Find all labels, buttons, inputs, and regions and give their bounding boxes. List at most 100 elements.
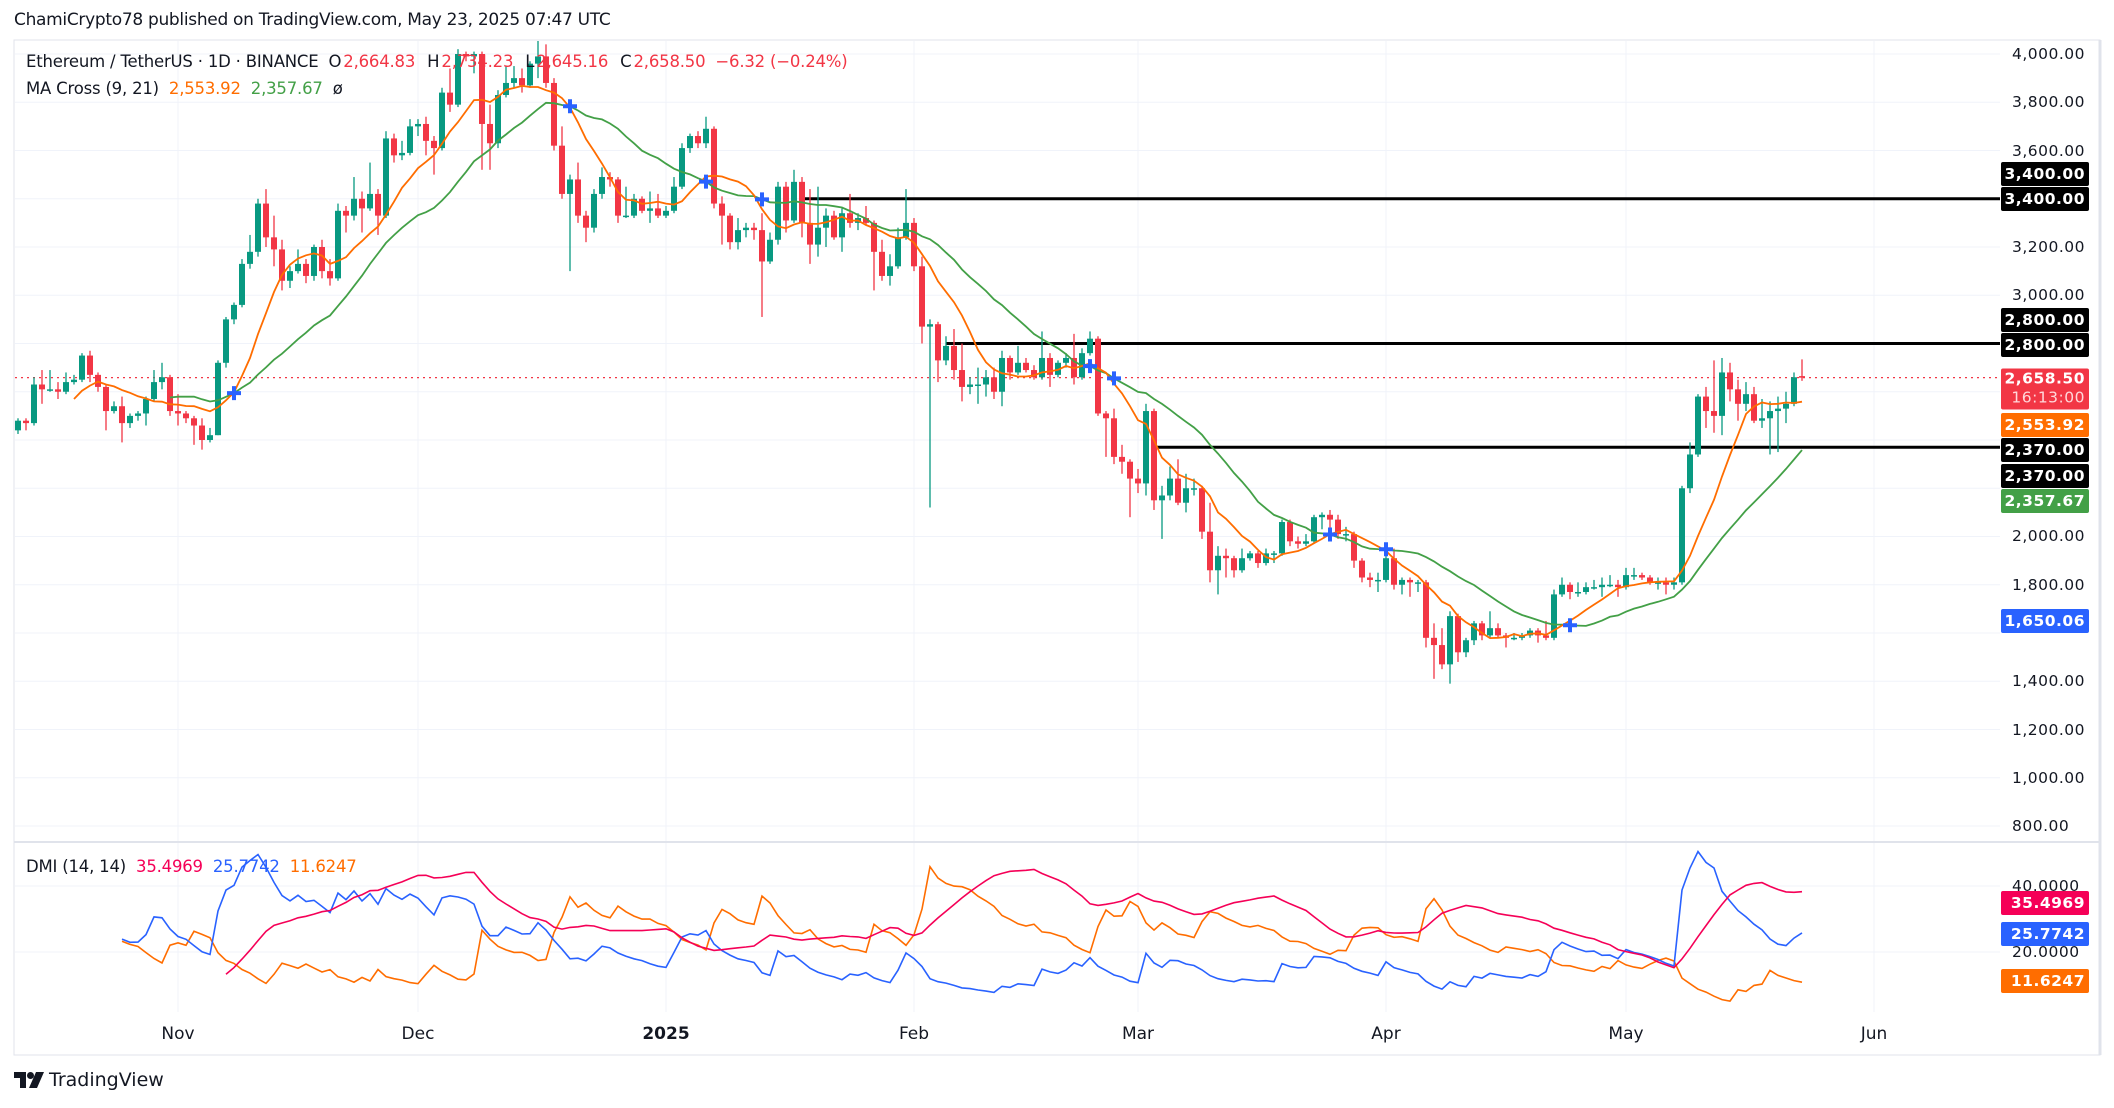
candle-body bbox=[175, 411, 181, 414]
candle-body bbox=[1399, 579, 1405, 585]
candles bbox=[15, 41, 1805, 684]
candle-body bbox=[1551, 594, 1557, 638]
time-label-2025: 2025 bbox=[642, 1024, 690, 1044]
candle-body bbox=[151, 382, 157, 399]
candle-body bbox=[423, 123, 429, 141]
horizontal-rays[interactable] bbox=[15, 197, 2000, 449]
symbol-legend[interactable]: Ethereum / TetherUS · 1D · BINANCE O 2,664… bbox=[26, 52, 854, 71]
candle-body bbox=[1007, 357, 1013, 373]
time-label-apr: Apr bbox=[1371, 1024, 1401, 1044]
candle-body bbox=[447, 92, 453, 105]
candle-body bbox=[1655, 582, 1661, 584]
candle-body bbox=[1143, 411, 1149, 484]
dmi-plus-badge: 25.7742 bbox=[2001, 922, 2089, 946]
candle-body bbox=[727, 215, 733, 243]
candle-body bbox=[743, 227, 749, 231]
candle-body bbox=[239, 263, 245, 305]
candle-body bbox=[1311, 517, 1317, 542]
candle-body bbox=[1671, 582, 1677, 585]
candle-body bbox=[1615, 584, 1621, 588]
candle-body bbox=[1359, 560, 1365, 578]
candle-body bbox=[119, 406, 125, 424]
candle-body bbox=[1431, 637, 1437, 646]
ma-cross-legend[interactable]: MA Cross (9, 21) 2,553.92 2,357.67 ø bbox=[26, 79, 349, 98]
candle-body bbox=[991, 377, 997, 392]
candle-body bbox=[1223, 555, 1229, 559]
ray-2800-label: 2,800.00 bbox=[2001, 333, 2089, 357]
candle-body bbox=[1799, 376, 1805, 378]
candle-body bbox=[647, 208, 653, 211]
candle-body bbox=[999, 357, 1005, 392]
candle-body bbox=[511, 78, 517, 83]
candle-body bbox=[895, 237, 901, 267]
dmi-adx-badge: 35.4969 bbox=[2001, 891, 2089, 915]
candle-body bbox=[1383, 558, 1389, 580]
cross-price-badge: 1,650.06 bbox=[2001, 609, 2089, 633]
high-label: H bbox=[427, 52, 440, 71]
candle-body bbox=[103, 386, 109, 412]
time-label-nov: Nov bbox=[161, 1024, 195, 1044]
candle-body bbox=[1127, 461, 1133, 479]
candle-body bbox=[1647, 577, 1653, 583]
candle-body bbox=[1039, 357, 1045, 378]
candle-body bbox=[759, 230, 765, 262]
ray-3400-label: 3,400.00 bbox=[2001, 162, 2089, 186]
candle-body bbox=[1391, 558, 1397, 585]
candle-body bbox=[1679, 488, 1685, 583]
price-tick: 3,200.00 bbox=[2012, 238, 2086, 256]
candle-body bbox=[535, 56, 541, 64]
candle-body bbox=[1167, 478, 1173, 496]
candle-body bbox=[1791, 377, 1797, 404]
ma-extra-symbol: ø bbox=[332, 79, 343, 98]
time-label-dec: Dec bbox=[401, 1024, 435, 1044]
candle-body bbox=[943, 345, 949, 361]
candle-body bbox=[63, 382, 69, 392]
candle-body bbox=[871, 222, 877, 252]
candle-body bbox=[1103, 413, 1109, 419]
price-tick: 1,200.00 bbox=[2012, 721, 2086, 739]
candle-body bbox=[615, 179, 621, 216]
close-value: 2,658.50 bbox=[633, 52, 706, 71]
candle-body bbox=[167, 377, 173, 412]
dmi-adx-line bbox=[225, 868, 1803, 975]
chart-frame bbox=[13, 39, 2102, 1056]
candle-body bbox=[1343, 534, 1349, 536]
candle-body bbox=[127, 415, 133, 424]
candle-body bbox=[207, 435, 213, 440]
price-tick: 1,000.00 bbox=[2012, 769, 2086, 787]
price-tick: 2,000.00 bbox=[2012, 527, 2086, 545]
high-value: 2,734.23 bbox=[441, 52, 514, 71]
candle-body bbox=[839, 213, 845, 238]
dmi-minus-value: 11.6247 bbox=[289, 857, 357, 876]
bar-countdown: 16:13:00 bbox=[2011, 388, 2085, 407]
candle-body bbox=[399, 152, 405, 156]
ma-cross-plus-icon bbox=[755, 192, 769, 207]
candle-body bbox=[1775, 408, 1781, 412]
price-tick: 3,000.00 bbox=[2012, 286, 2086, 304]
price-tick: 1,800.00 bbox=[2012, 576, 2086, 594]
candle-body bbox=[1239, 558, 1245, 571]
candle-body bbox=[1279, 522, 1285, 554]
candle-body bbox=[319, 247, 325, 272]
last-price: 2,658.50 bbox=[2004, 369, 2085, 388]
time-label-feb: Feb bbox=[898, 1024, 930, 1044]
candle-body bbox=[1447, 616, 1453, 665]
open-value: 2,664.83 bbox=[343, 52, 416, 71]
candle-body bbox=[279, 249, 285, 281]
candle-body bbox=[1199, 488, 1205, 532]
candle-body bbox=[1327, 514, 1333, 520]
candle-body bbox=[935, 324, 941, 361]
candle-body bbox=[1351, 534, 1357, 561]
dmi-legend[interactable]: DMI (14, 14) 35.4969 25.7742 11.6247 bbox=[26, 857, 363, 876]
candle-body bbox=[1463, 640, 1469, 653]
candle-body bbox=[887, 266, 893, 276]
candle-body bbox=[519, 78, 525, 86]
tradingview-logo[interactable]: TradingView bbox=[14, 1069, 164, 1091]
candle-body bbox=[639, 198, 645, 211]
ma-cross-plus-icon bbox=[1323, 527, 1337, 542]
candle-body bbox=[1191, 488, 1197, 490]
candle-body bbox=[295, 263, 301, 272]
candle-body bbox=[351, 198, 357, 216]
candle-body bbox=[879, 251, 885, 276]
